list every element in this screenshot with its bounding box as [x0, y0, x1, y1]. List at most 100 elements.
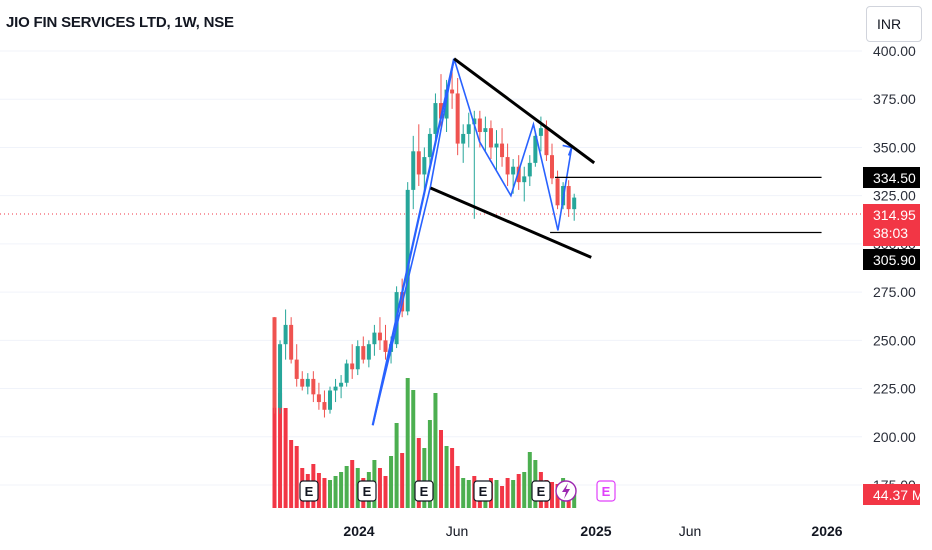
candle[interactable]	[505, 143, 510, 187]
candle[interactable]	[405, 182, 410, 316]
candle-body	[427, 133, 432, 158]
candle[interactable]	[383, 324, 388, 360]
earnings-marker[interactable]: E	[414, 480, 434, 502]
volume-bar	[511, 480, 516, 508]
candle[interactable]	[272, 317, 277, 414]
candle[interactable]	[339, 375, 344, 399]
blue-wave-path[interactable]	[371, 58, 573, 426]
future-earnings-marker[interactable]: E	[596, 480, 616, 502]
resistance-tag-text: 334.50	[873, 170, 916, 186]
candle-body	[550, 155, 554, 179]
candle[interactable]	[300, 371, 305, 391]
volume-bar	[527, 452, 532, 508]
candle[interactable]	[472, 110, 477, 219]
candle[interactable]	[377, 317, 382, 350]
candle-body	[516, 166, 521, 183]
candle[interactable]	[555, 170, 560, 210]
y-tick-label: 350.00	[873, 139, 916, 155]
x-tick-label: Jun	[446, 523, 469, 539]
candle[interactable]	[422, 147, 427, 194]
candle[interactable]	[372, 324, 377, 356]
dividend-marker[interactable]	[555, 480, 577, 502]
candle[interactable]	[433, 93, 438, 144]
candle[interactable]	[328, 386, 332, 414]
earnings-marker[interactable]: E	[531, 480, 551, 502]
volume-bar	[500, 486, 505, 508]
x-axis-ticks: 2024 Jun 2025 Jun 2026	[343, 523, 842, 539]
resistance-tag-bg	[863, 167, 920, 188]
candle-body	[300, 378, 305, 387]
candle[interactable]	[550, 143, 554, 185]
earnings-marker[interactable]: E	[299, 480, 319, 502]
candle[interactable]	[305, 373, 310, 395]
candle-body	[538, 128, 543, 136]
volume-bar	[422, 448, 427, 508]
drawings[interactable]	[371, 57, 822, 426]
y-tick-label: 325.00	[873, 188, 916, 204]
candle[interactable]	[316, 382, 321, 410]
candle[interactable]	[572, 193, 577, 221]
candle-body	[455, 93, 460, 144]
y-tick-label: 400.00	[873, 43, 916, 59]
candle[interactable]	[311, 371, 316, 403]
candle[interactable]	[333, 378, 338, 403]
candle[interactable]	[361, 336, 366, 364]
candle[interactable]	[483, 116, 488, 152]
candle-body	[527, 162, 532, 177]
candle[interactable]	[466, 112, 471, 148]
volume-bar	[466, 480, 471, 508]
candle-body	[483, 128, 488, 133]
candle[interactable]	[411, 135, 416, 210]
lower-trendline[interactable]	[429, 186, 592, 259]
volume-bar	[322, 478, 327, 508]
candle[interactable]	[488, 120, 493, 160]
current-price-tag-bg	[863, 204, 920, 246]
upper-trendline[interactable]	[453, 57, 596, 165]
earnings-marker[interactable]: E	[473, 480, 493, 502]
earnings-marker-box	[414, 480, 434, 502]
candle[interactable]	[494, 130, 499, 171]
candlesticks[interactable]	[272, 66, 577, 418]
candle-body	[444, 89, 449, 119]
candle[interactable]	[294, 344, 299, 387]
candle[interactable]	[283, 309, 288, 360]
candle-body	[488, 128, 493, 148]
candle-body	[316, 394, 321, 403]
support-tag-bg	[863, 249, 920, 270]
candle[interactable]	[455, 78, 460, 156]
blue-impulse-line[interactable]	[371, 58, 456, 426]
candle[interactable]	[355, 340, 360, 376]
candle-body	[366, 344, 371, 360]
candle-body	[544, 128, 549, 156]
candle[interactable]	[533, 132, 538, 167]
candle[interactable]	[461, 124, 466, 163]
volume-bar	[522, 472, 527, 508]
candle[interactable]	[566, 180, 571, 217]
x-tick-label: 2025	[580, 523, 611, 539]
candle[interactable]	[322, 390, 327, 418]
volume-bar	[389, 456, 394, 508]
candle[interactable]	[500, 128, 505, 167]
earnings-marker[interactable]: E	[357, 480, 377, 502]
candle-body	[333, 386, 338, 391]
candle[interactable]	[416, 124, 421, 187]
candle[interactable]	[527, 155, 532, 187]
candle-body	[411, 151, 416, 190]
candle[interactable]	[278, 340, 283, 414]
currency-button[interactable]: INR	[866, 6, 922, 42]
candle[interactable]	[344, 359, 349, 387]
support-tag-text: 305.90	[873, 252, 916, 268]
candle[interactable]	[350, 344, 355, 379]
candle[interactable]	[522, 166, 527, 202]
volume-bar	[283, 408, 288, 508]
candle[interactable]	[366, 340, 371, 368]
candle[interactable]	[289, 317, 294, 364]
candle[interactable]	[427, 128, 432, 167]
symbol-title[interactable]: JIO FIN SERVICES LTD, 1W, NSE	[6, 14, 234, 31]
candle-body	[422, 157, 427, 175]
candle-body	[272, 317, 277, 408]
future-earnings-label: E	[602, 484, 611, 499]
